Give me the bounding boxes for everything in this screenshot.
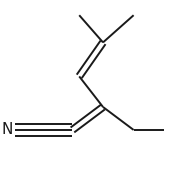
Text: N: N: [1, 122, 13, 138]
